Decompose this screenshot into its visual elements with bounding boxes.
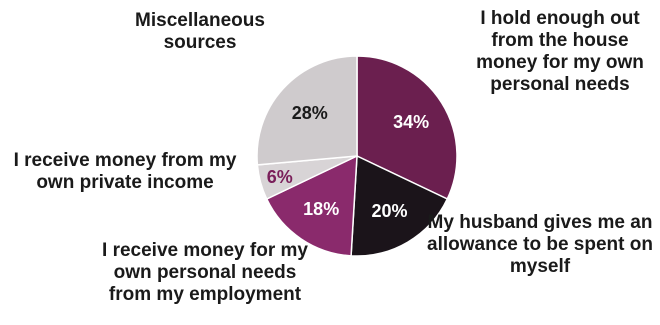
pie-slice — [256, 55, 358, 166]
pie-slice — [356, 55, 458, 201]
slice-label-house-money: I hold enough out from the house money f… — [476, 8, 644, 95]
slice-value-label: 18% — [303, 199, 339, 219]
slice-value-label: 20% — [371, 201, 407, 221]
slice-label-employment: I receive money for my own personal need… — [102, 240, 308, 305]
slice-value-label: 6% — [267, 167, 293, 187]
pie-slice — [350, 154, 449, 257]
slice-value-label: 34% — [393, 112, 429, 132]
slice-label-miscellaneous: Miscellaneous sources — [135, 10, 265, 53]
slice-label-husband-allowance: My husband gives me an allowance to be s… — [427, 212, 653, 277]
slice-label-private-income: I receive money from my own private inco… — [13, 150, 237, 193]
slice-value-label: 28% — [292, 103, 328, 123]
pie-slice — [265, 154, 358, 257]
